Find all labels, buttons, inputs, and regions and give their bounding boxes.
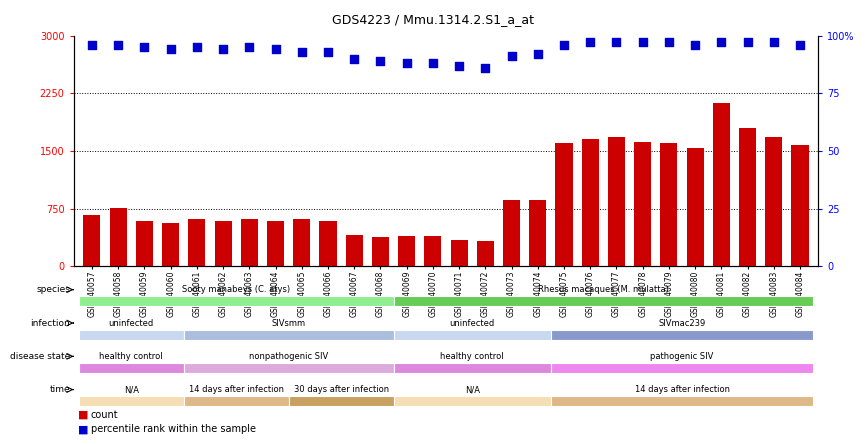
Text: healthy control: healthy control — [441, 352, 504, 361]
Point — [111, 41, 125, 48]
Bar — [162, 222, 179, 266]
Bar — [79, 329, 184, 340]
Text: count: count — [91, 410, 119, 420]
Bar — [393, 297, 813, 306]
Point — [164, 46, 178, 53]
Bar — [766, 137, 782, 266]
Point — [688, 41, 702, 48]
Bar — [634, 142, 651, 266]
Point — [767, 39, 781, 46]
Bar — [503, 200, 520, 266]
Point — [531, 51, 545, 58]
Text: 14 days after infection: 14 days after infection — [635, 385, 729, 394]
Bar — [184, 363, 393, 373]
Point — [557, 41, 571, 48]
Bar — [792, 145, 809, 266]
Text: uninfected: uninfected — [108, 318, 154, 328]
Bar — [372, 237, 389, 266]
Text: ■: ■ — [78, 410, 88, 420]
Point — [242, 44, 256, 51]
Point — [321, 48, 335, 55]
Bar — [110, 208, 126, 266]
Bar — [79, 396, 184, 406]
Point — [452, 62, 466, 69]
Bar — [529, 200, 546, 266]
Bar — [608, 137, 625, 266]
Bar — [551, 396, 813, 406]
Bar — [551, 363, 813, 373]
Bar — [424, 236, 442, 266]
Bar — [83, 215, 100, 266]
Point — [662, 39, 675, 46]
Text: Rhesus macaques (M. mulatta): Rhesus macaques (M. mulatta) — [538, 285, 669, 294]
Point — [216, 46, 230, 53]
Bar — [241, 219, 258, 266]
Bar — [393, 363, 551, 373]
Bar — [739, 128, 756, 266]
Point — [268, 46, 282, 53]
Text: GDS4223 / Mmu.1314.2.S1_a_at: GDS4223 / Mmu.1314.2.S1_a_at — [332, 13, 534, 26]
Point — [636, 39, 650, 46]
Bar — [582, 139, 598, 266]
Point — [584, 39, 598, 46]
Bar — [393, 396, 551, 406]
Bar — [346, 235, 363, 266]
Bar — [136, 221, 153, 266]
Bar — [713, 103, 730, 266]
Text: 30 days after infection: 30 days after infection — [294, 385, 389, 394]
Bar — [477, 241, 494, 266]
Text: SIVmac239: SIVmac239 — [658, 318, 706, 328]
Text: pathogenic SIV: pathogenic SIV — [650, 352, 714, 361]
Text: uninfected: uninfected — [449, 318, 494, 328]
Point — [505, 53, 519, 60]
Text: healthy control: healthy control — [100, 352, 163, 361]
Point — [610, 39, 624, 46]
Text: species: species — [36, 285, 70, 294]
Point — [740, 39, 754, 46]
Text: infection: infection — [30, 318, 70, 328]
Text: SIVsmm: SIVsmm — [272, 318, 306, 328]
Text: Sooty manabeys (C. atys): Sooty manabeys (C. atys) — [182, 285, 290, 294]
Bar — [79, 297, 393, 306]
Bar — [184, 329, 393, 340]
Bar — [267, 221, 284, 266]
Bar — [79, 363, 184, 373]
Bar — [320, 221, 337, 266]
Text: time: time — [49, 385, 70, 394]
Bar — [661, 143, 677, 266]
Point — [190, 44, 204, 51]
Point — [85, 41, 99, 48]
Point — [793, 41, 807, 48]
Point — [138, 44, 152, 51]
Bar — [288, 396, 393, 406]
Point — [426, 59, 440, 67]
Bar — [551, 329, 813, 340]
Text: percentile rank within the sample: percentile rank within the sample — [91, 424, 256, 434]
Bar — [450, 240, 468, 266]
Point — [373, 57, 387, 64]
Bar — [184, 396, 288, 406]
Point — [478, 64, 492, 71]
Bar — [188, 219, 205, 266]
Point — [714, 39, 728, 46]
Bar — [555, 143, 572, 266]
Point — [400, 59, 414, 67]
Text: N/A: N/A — [124, 385, 139, 394]
Point — [294, 48, 308, 55]
Point — [347, 55, 361, 62]
Bar — [294, 219, 310, 266]
Text: ■: ■ — [78, 424, 88, 434]
Text: nonpathogenic SIV: nonpathogenic SIV — [249, 352, 328, 361]
Bar — [393, 329, 551, 340]
Text: N/A: N/A — [465, 385, 480, 394]
Bar — [687, 148, 704, 266]
Bar — [398, 236, 415, 266]
Bar — [215, 221, 231, 266]
Text: disease state: disease state — [10, 352, 70, 361]
Text: 14 days after infection: 14 days after infection — [189, 385, 284, 394]
